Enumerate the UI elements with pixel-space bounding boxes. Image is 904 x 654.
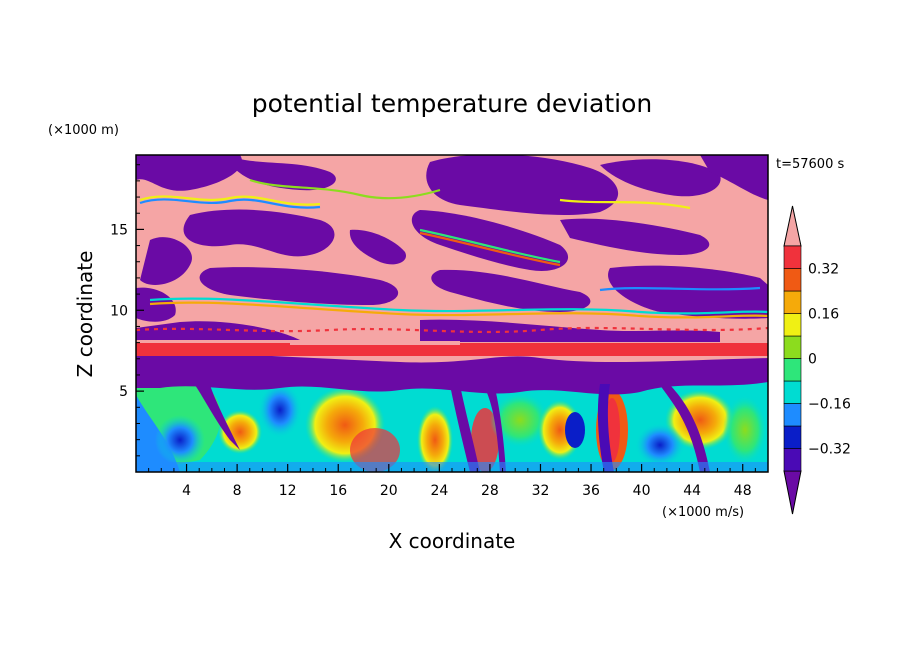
x-tick-label: 8 [233, 483, 242, 499]
x-axis-ticks: 4 8 12 16 20 24 28 32 36 40 44 48 [148, 464, 756, 499]
colorbar-box [783, 245, 802, 269]
y-axis-label: Z coordinate [73, 251, 97, 378]
x-tick-label: 32 [532, 483, 550, 499]
chart-title: potential temperature deviation [252, 89, 652, 118]
y-tick-label: 15 [110, 222, 128, 238]
x-tick-label: 40 [633, 483, 651, 499]
colorbar-box [783, 290, 802, 314]
colorbar-tick-label: 0.32 [808, 262, 839, 278]
y-tick-label: 5 [119, 384, 128, 400]
x-tick-label: 12 [279, 483, 297, 499]
y-tick-label: 10 [110, 303, 128, 319]
colorbar-box [783, 268, 802, 292]
colorbar-extend-top [783, 205, 802, 247]
x-tick-label: 20 [380, 483, 398, 499]
time-label: t=57600 s [776, 157, 844, 172]
colorbar-tick-label: 0.16 [808, 307, 839, 323]
colorbar-box [783, 403, 802, 427]
x-tick-label: 44 [683, 483, 701, 499]
colorbar-box [783, 380, 802, 404]
x-tick-label: 48 [734, 483, 752, 499]
colorbar-box [783, 448, 802, 472]
y-axis-ticks: 5 10 15 [110, 164, 144, 457]
colorbar-box [783, 425, 802, 449]
colorbar-box [783, 335, 802, 359]
colorbar-extend-bottom [783, 470, 802, 515]
x-tick-label: 28 [481, 483, 499, 499]
y-unit-label: (×1000 m) [48, 123, 119, 138]
colorbar-tick-label: 0 [808, 352, 817, 368]
x-tick-label: 4 [182, 483, 191, 499]
colorbar-box [783, 313, 802, 337]
colorbar: −0.32 −0.16 0 0.16 0.32 [783, 205, 851, 515]
x-tick-label: 36 [582, 483, 600, 499]
x-axis-label: X coordinate [389, 529, 516, 553]
heatmap-field [136, 155, 768, 472]
colorbar-tick-label: −0.16 [808, 397, 851, 413]
colorbar-box [783, 358, 802, 382]
x-tick-label: 24 [430, 483, 448, 499]
x-tick-label: 16 [329, 483, 347, 499]
colorbar-tick-label: −0.32 [808, 442, 851, 458]
x-unit-label: (×1000 m/s) [662, 505, 744, 520]
